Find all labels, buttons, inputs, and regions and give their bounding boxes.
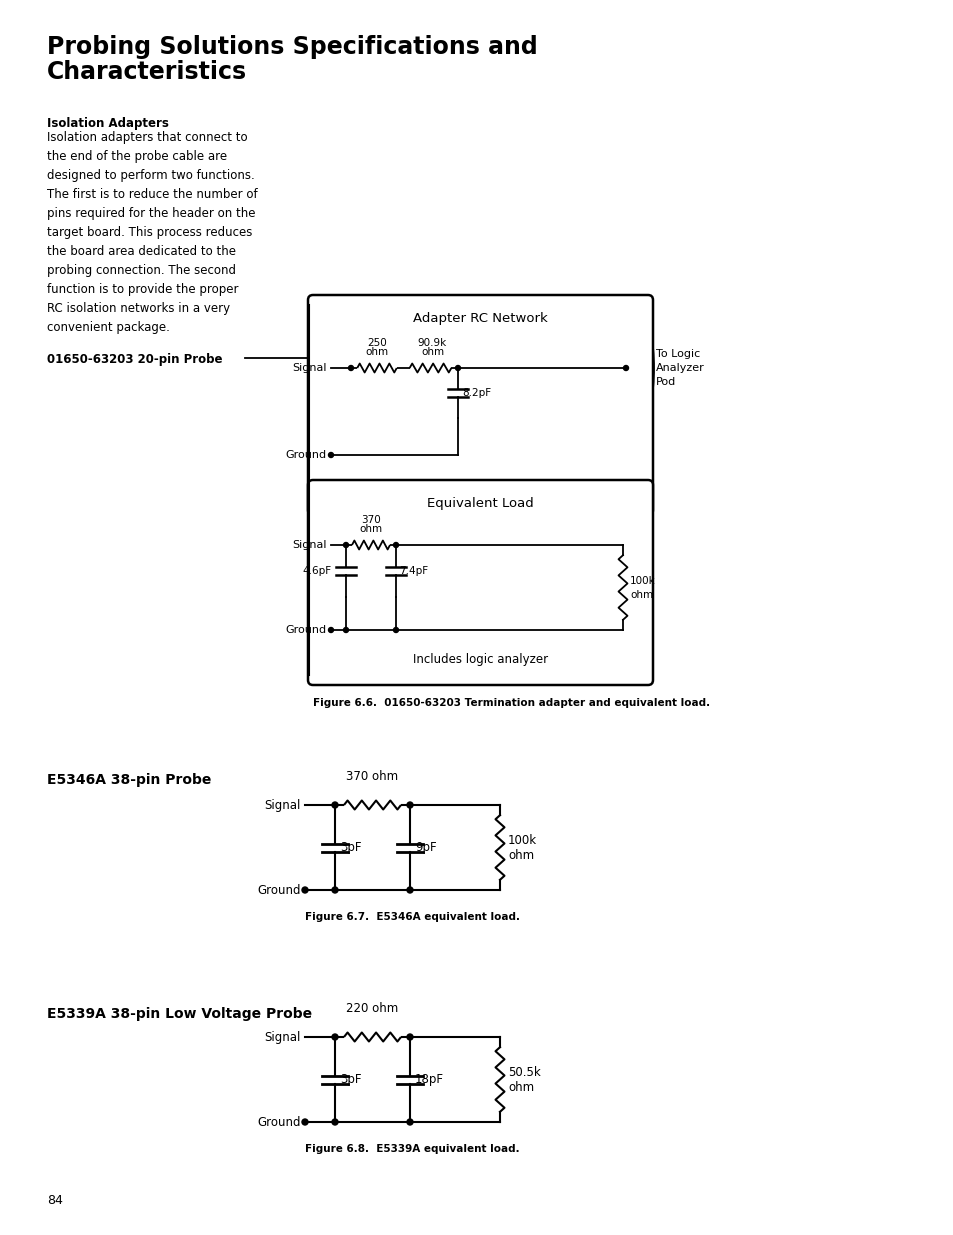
Text: ohm: ohm xyxy=(420,347,443,357)
Text: 84: 84 xyxy=(47,1194,63,1207)
Text: ohm: ohm xyxy=(507,848,534,862)
FancyBboxPatch shape xyxy=(308,295,652,515)
Text: Adapter RC Network: Adapter RC Network xyxy=(413,312,547,325)
Text: 100k: 100k xyxy=(629,577,655,587)
Circle shape xyxy=(455,366,460,370)
Text: 220 ohm: 220 ohm xyxy=(346,1002,398,1015)
Circle shape xyxy=(332,1119,337,1125)
Text: 250: 250 xyxy=(367,338,387,348)
Text: 7.4pF: 7.4pF xyxy=(398,566,428,576)
Text: E5339A 38-pin Low Voltage Probe: E5339A 38-pin Low Voltage Probe xyxy=(47,1007,312,1021)
Text: Analyzer: Analyzer xyxy=(656,363,704,373)
Text: Isolation Adapters: Isolation Adapters xyxy=(47,117,169,130)
Text: 8.2pF: 8.2pF xyxy=(461,388,491,398)
Circle shape xyxy=(407,1034,413,1040)
Text: Figure 6.6.  01650-63203 Termination adapter and equivalent load.: Figure 6.6. 01650-63203 Termination adap… xyxy=(313,698,709,708)
Circle shape xyxy=(343,542,348,547)
Circle shape xyxy=(348,366,354,370)
Text: Figure 6.8.  E5339A equivalent load.: Figure 6.8. E5339A equivalent load. xyxy=(305,1144,519,1153)
Circle shape xyxy=(328,627,334,632)
Text: Equivalent Load: Equivalent Load xyxy=(427,496,534,510)
Text: ohm: ohm xyxy=(629,589,653,599)
Circle shape xyxy=(343,627,348,632)
Text: 50.5k: 50.5k xyxy=(507,1066,540,1079)
Text: Ground: Ground xyxy=(257,883,301,897)
Text: 9pF: 9pF xyxy=(415,841,436,853)
Circle shape xyxy=(623,366,628,370)
Circle shape xyxy=(332,802,337,808)
Text: Figure 6.7.  E5346A equivalent load.: Figure 6.7. E5346A equivalent load. xyxy=(305,911,519,923)
Circle shape xyxy=(407,1119,413,1125)
Text: Signal: Signal xyxy=(293,540,327,550)
Text: 100k: 100k xyxy=(507,834,537,847)
Text: Signal: Signal xyxy=(293,363,327,373)
Text: Ground: Ground xyxy=(286,450,327,459)
Text: 90.9k: 90.9k xyxy=(417,338,447,348)
Text: Ground: Ground xyxy=(257,1115,301,1129)
Text: ohm: ohm xyxy=(507,1081,534,1094)
Text: Signal: Signal xyxy=(264,799,301,811)
Text: To Logic: To Logic xyxy=(656,350,700,359)
Circle shape xyxy=(407,802,413,808)
Circle shape xyxy=(332,887,337,893)
Circle shape xyxy=(328,452,334,457)
Text: Characteristics: Characteristics xyxy=(47,61,247,84)
Text: 4.6pF: 4.6pF xyxy=(302,566,332,576)
Circle shape xyxy=(302,1119,308,1125)
Text: Pod: Pod xyxy=(656,377,676,387)
Circle shape xyxy=(407,887,413,893)
Circle shape xyxy=(393,627,398,632)
Circle shape xyxy=(332,1034,337,1040)
Text: 370 ohm: 370 ohm xyxy=(346,769,398,783)
Text: Ground: Ground xyxy=(286,625,327,635)
Text: Isolation adapters that connect to
the end of the probe cable are
designed to pe: Isolation adapters that connect to the e… xyxy=(47,131,257,333)
FancyBboxPatch shape xyxy=(308,480,652,685)
Circle shape xyxy=(302,887,308,893)
Text: 370: 370 xyxy=(361,515,380,525)
Text: Signal: Signal xyxy=(264,1030,301,1044)
Text: 18pF: 18pF xyxy=(415,1073,443,1086)
Circle shape xyxy=(393,542,398,547)
Text: 01650-63203 20-pin Probe: 01650-63203 20-pin Probe xyxy=(47,353,222,366)
Text: 3pF: 3pF xyxy=(339,841,361,853)
Text: ohm: ohm xyxy=(365,347,388,357)
Text: E5346A 38-pin Probe: E5346A 38-pin Probe xyxy=(47,773,212,787)
Text: Probing Solutions Specifications and: Probing Solutions Specifications and xyxy=(47,35,537,59)
Text: Includes logic analyzer: Includes logic analyzer xyxy=(413,653,547,666)
Text: ohm: ohm xyxy=(359,524,382,534)
Text: 3pF: 3pF xyxy=(339,1073,361,1086)
